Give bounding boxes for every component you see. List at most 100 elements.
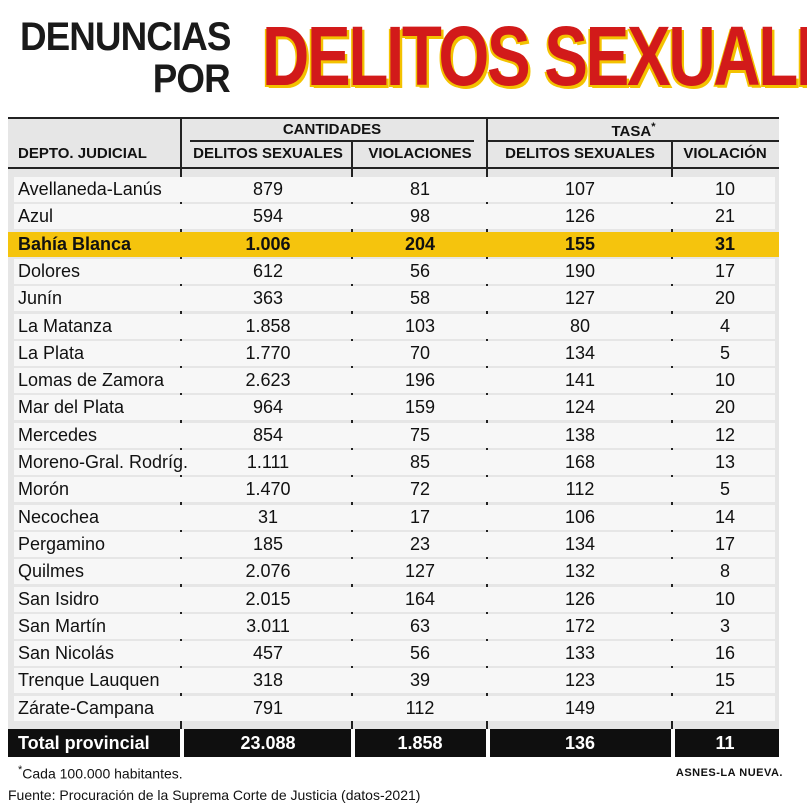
delitos-tasa: 133 <box>564 643 596 664</box>
dept-name: San Isidro <box>18 588 100 609</box>
dept-name: Moreno-Gral. Rodríg. <box>18 452 189 472</box>
row-background <box>14 668 775 694</box>
violaciones-cantidad: 70 <box>409 342 431 363</box>
violaciones-cantidad: 159 <box>404 397 436 418</box>
violacion-tasa: 10 <box>714 370 736 391</box>
row-background <box>14 340 775 366</box>
row-background <box>14 313 775 339</box>
delitos-cantidad: 964 <box>252 397 284 418</box>
violacion-tasa: 31 <box>714 233 736 254</box>
violaciones-cantidad: 103 <box>404 315 436 336</box>
delitos-cantidad: 2.076 <box>245 561 291 582</box>
delitos-tasa: 149 <box>564 697 596 718</box>
header-tasa: TASA* <box>611 121 656 140</box>
total-violaciones: 1.858 <box>397 733 443 753</box>
violaciones-cantidad: 17 <box>409 506 431 527</box>
violacion-tasa: 4 <box>719 315 730 336</box>
table-row: San Nicolás 457 56 133 16 <box>8 641 779 668</box>
row-background <box>14 258 775 284</box>
delitos-cantidad: 2.623 <box>245 370 291 391</box>
row-background <box>14 559 775 585</box>
violaciones-cantidad: 81 <box>409 179 431 199</box>
delitos-tasa: 138 <box>564 424 596 445</box>
headline-left: DENUNCIAS POR <box>20 15 231 100</box>
table-row: Zárate-Campana 791 112 149 21 <box>8 695 779 723</box>
row-background <box>8 231 779 257</box>
delitos-cantidad: 185 <box>252 533 284 554</box>
dept-name: Morón <box>18 479 70 500</box>
total-tasa-delitos: 136 <box>564 733 596 753</box>
violaciones-cantidad: 196 <box>404 370 436 391</box>
table-row: Moreno-Gral. Rodríg. 1.111 85 168 13 <box>8 450 779 477</box>
delitos-tasa: 155 <box>564 233 596 254</box>
violaciones-cantidad: 75 <box>409 424 431 445</box>
violacion-tasa: 12 <box>714 424 736 445</box>
dept-name: Mar del Plata <box>18 397 125 418</box>
delitos-cantidad: 879 <box>252 179 284 199</box>
header-rule <box>8 117 779 119</box>
table-row: Necochea 31 17 106 14 <box>8 504 779 532</box>
total-label: Total provincial <box>18 733 150 753</box>
row-background <box>14 368 775 394</box>
delitos-cantidad: 854 <box>252 424 284 445</box>
violacion-tasa: 14 <box>714 506 736 527</box>
violacion-tasa: 17 <box>714 260 736 281</box>
delitos-tasa: 123 <box>564 670 596 691</box>
row-background <box>14 395 775 421</box>
headline-line1: DENUNCIAS <box>20 15 231 59</box>
delitos-tasa: 168 <box>564 452 596 472</box>
violaciones-cantidad: 39 <box>409 670 431 691</box>
dept-name: Zárate-Campana <box>18 697 155 718</box>
dept-name: Lomas de Zamora <box>18 370 165 391</box>
delitos-cantidad: 3.011 <box>246 615 290 636</box>
dept-name: Dolores <box>18 260 81 281</box>
row-background <box>14 204 775 230</box>
header-delitos-cantidad: DELITOS SEXUALES <box>193 145 343 162</box>
delitos-tasa: 127 <box>564 288 596 309</box>
total-row: Total provincial 23.088 1.858 136 11 <box>8 729 779 757</box>
violacion-tasa: 17 <box>714 533 736 554</box>
table-row: San Martín 3.011 63 172 3 <box>8 613 779 641</box>
violaciones-cantidad: 23 <box>409 533 431 554</box>
violacion-tasa: 10 <box>714 588 736 609</box>
total-delitos: 23.088 <box>240 733 296 753</box>
dept-name: Azul <box>18 206 54 227</box>
dept-name: La Matanza <box>18 315 113 336</box>
delitos-tasa: 126 <box>564 588 596 609</box>
delitos-tasa: 134 <box>564 342 596 363</box>
delitos-tasa: 172 <box>564 615 596 636</box>
header-rule <box>190 140 474 142</box>
footnote: *Cada 100.000 habitantes. <box>18 764 183 782</box>
headline-accent: DELITOS SEXUALES <box>262 9 807 103</box>
table-row: Dolores 612 56 190 17 <box>8 258 779 286</box>
row-background <box>14 477 775 503</box>
delitos-cantidad: 457 <box>252 643 284 664</box>
violaciones-cantidad: 56 <box>409 643 431 664</box>
violaciones-cantidad: 85 <box>409 452 431 472</box>
violaciones-cantidad: 112 <box>405 697 435 718</box>
violaciones-cantidad: 164 <box>404 588 436 609</box>
delitos-tasa: 106 <box>564 506 596 527</box>
row-background <box>14 422 775 448</box>
dept-name: Pergamino <box>18 533 106 554</box>
column-divider <box>671 141 673 757</box>
delitos-tasa: 107 <box>564 179 596 199</box>
dept-name: Necochea <box>18 506 100 527</box>
violaciones-cantidad: 58 <box>409 288 431 309</box>
header-rule <box>488 140 779 142</box>
table-row: Azul 594 98 126 21 <box>8 204 779 231</box>
row-background <box>14 641 775 667</box>
header-violaciones: VIOLACIONES <box>368 145 472 162</box>
violacion-tasa: 5 <box>719 342 730 363</box>
table-row: La Matanza 1.858 103 80 4 <box>8 313 779 341</box>
row-background <box>14 586 775 612</box>
table-row: La Plata 1.770 70 134 5 <box>8 340 779 368</box>
delitos-cantidad: 318 <box>252 670 284 691</box>
table-row: Trenque Lauquen 318 39 123 15 <box>8 668 779 695</box>
delitos-cantidad: 1.470 <box>245 479 291 500</box>
dept-name: La Plata <box>18 342 85 363</box>
total-tasa-violacion: 11 <box>715 733 735 753</box>
violacion-tasa: 20 <box>714 288 736 309</box>
violacion-tasa: 15 <box>714 670 736 691</box>
